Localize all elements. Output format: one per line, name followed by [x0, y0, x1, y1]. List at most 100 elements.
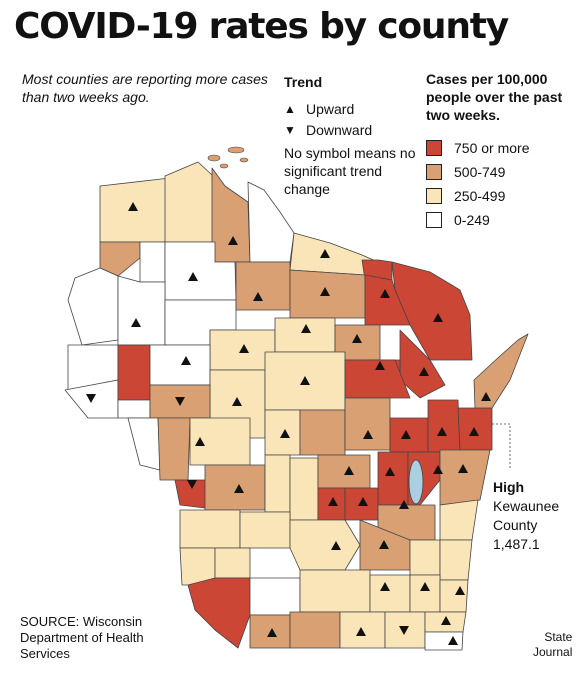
kewaunee-callout-line [492, 423, 511, 470]
rate-legend-item: 250-499 [426, 184, 582, 208]
county-ashland [211, 167, 251, 263]
trend-up-marker [301, 324, 311, 333]
trend-up-marker [352, 334, 362, 343]
trend-up-marker [331, 541, 341, 550]
trend-up-marker [253, 292, 263, 301]
rate-bin-label: 250-499 [454, 188, 506, 204]
county-juneau [264, 454, 291, 513]
trend-up-marker [385, 467, 395, 476]
county-richland [214, 547, 251, 579]
rate-swatch [426, 164, 442, 180]
trend-down-marker [86, 394, 96, 403]
county-portage [299, 409, 346, 456]
county-dane [299, 569, 371, 613]
trend-legend-downward: ▼ Downward [284, 119, 424, 140]
rate-legend-item: 500-749 [426, 160, 582, 184]
county-barron [117, 275, 166, 346]
county-sheboygan [439, 499, 479, 541]
trend-up-marker [232, 397, 242, 406]
rate-legend: Cases per 100,000 people over the past t… [426, 70, 582, 232]
county-shawano [344, 359, 411, 399]
map-title: COVID-19 rates by county [14, 6, 509, 47]
county-chippewa [149, 344, 211, 386]
callout-heading: High [493, 479, 525, 495]
trend-up-marker [401, 430, 411, 439]
county-buffalo [127, 417, 161, 471]
county-kenosha [424, 631, 464, 651]
trend-up-marker [195, 437, 205, 446]
county-columbia [289, 519, 361, 571]
trend-up-marker [399, 500, 409, 509]
county-vernon [179, 509, 241, 549]
county-outagamie [389, 417, 429, 453]
trend-up-marker [420, 582, 430, 591]
trend-up-marker [320, 287, 330, 296]
county-green [289, 611, 341, 649]
trend-legend: Trend ▲ Upward ▼ Downward No symbol mean… [284, 74, 424, 198]
trend-up-marker [363, 430, 373, 439]
trend-up-marker [437, 427, 447, 436]
county-bayfield [164, 161, 216, 243]
trend-no-symbol-note: No symbol means no significant trend cha… [284, 145, 416, 197]
trend-up-marker [267, 628, 277, 637]
county-brown [427, 399, 461, 453]
trend-up-marker [379, 540, 389, 549]
county-washington [409, 539, 441, 576]
county-douglas [99, 177, 176, 243]
credit-line1: State [544, 630, 573, 644]
rate-swatch [426, 188, 442, 204]
trend-up-marker [375, 361, 385, 370]
rate-legend-item: 0-249 [426, 208, 582, 232]
county-waukesha [409, 574, 441, 613]
rate-swatch [426, 212, 442, 228]
county-iron [247, 181, 295, 263]
trend-up-marker [234, 484, 244, 493]
trend-up-marker [469, 427, 479, 436]
trend-up-marker [131, 318, 141, 327]
trend-upward-label: Upward [306, 100, 355, 117]
county-price [235, 261, 291, 311]
county-manitowoc [439, 449, 491, 506]
trend-up-marker [358, 497, 368, 506]
trend-up-marker [344, 466, 354, 475]
rate-bin-label: 750 or more [454, 140, 530, 156]
trend-downward-label: Downward [306, 121, 373, 138]
trend-up-marker [356, 627, 366, 636]
county-lafayette [249, 614, 291, 649]
county-sauk [239, 511, 291, 549]
credit-line2: Journal [533, 645, 573, 659]
trend-down-marker [187, 480, 197, 489]
rate-bin-label: 500-749 [454, 164, 506, 180]
trend-up-marker [433, 465, 443, 474]
trend-up-marker [128, 202, 138, 211]
county-waupaca [344, 397, 391, 451]
rate-legend-item: 750 or more [426, 136, 582, 160]
trend-markers [86, 202, 491, 645]
trend-legend-title: Trend [284, 74, 323, 90]
trend-up-marker [188, 272, 198, 281]
apostle-islands [207, 146, 249, 169]
trend-up-marker [280, 429, 290, 438]
rate-legend-title: Cases per 100,000 people over the past t… [426, 71, 563, 123]
callout-county-line2: County [493, 517, 538, 533]
trend-up-marker [328, 497, 338, 506]
county-monroe [204, 464, 266, 511]
trend-up-marker [455, 586, 465, 595]
county-polk [67, 267, 119, 346]
county-ozaukee [439, 539, 473, 581]
trend-up-marker [433, 313, 443, 322]
trend-down-marker [175, 397, 185, 406]
trend-legend-upward: ▲ Upward [284, 98, 424, 119]
kewaunee-callout: High Kewaunee County 1,487.1 [493, 478, 559, 554]
trend-up-marker [181, 356, 191, 365]
trend-up-marker [441, 616, 451, 625]
county-forest [364, 274, 411, 326]
trend-down-marker [399, 626, 409, 635]
county-burnett [99, 241, 141, 277]
county-adams [289, 457, 319, 521]
county-winnebago [377, 451, 409, 506]
county-iowa [249, 577, 301, 616]
publisher-credit: State Journal [533, 630, 572, 660]
trend-up-marker [458, 464, 468, 473]
